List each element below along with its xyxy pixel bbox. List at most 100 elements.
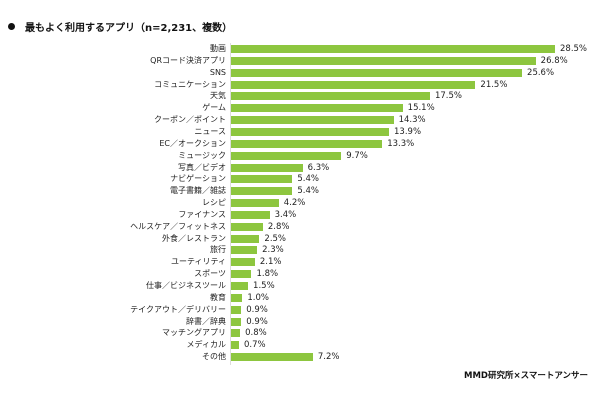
bar bbox=[231, 116, 394, 125]
category-label: メディカル bbox=[186, 340, 226, 350]
bar bbox=[231, 293, 243, 302]
bar-row: ミュージック 9.7% bbox=[0, 150, 600, 162]
category-label: ファイナンス bbox=[178, 209, 226, 219]
category-label: 仕事／ビジネスツール bbox=[146, 281, 226, 290]
bar-row: 天気 17.5% bbox=[0, 90, 600, 102]
value-label: 2.5% bbox=[264, 233, 287, 244]
value-label: 26.8% bbox=[540, 55, 568, 66]
value-label: 0.7% bbox=[243, 340, 266, 351]
bar-row: 仕事／ビジネスツール 1.5% bbox=[0, 280, 600, 292]
bar bbox=[231, 56, 536, 65]
value-label: 4.2% bbox=[283, 198, 306, 209]
category-label: ヘルスケア／フィットネス bbox=[130, 221, 226, 231]
category-label: 写真／ビデオ bbox=[178, 162, 226, 172]
bar bbox=[231, 246, 258, 255]
bar-row: メディカル 0.7% bbox=[0, 339, 600, 351]
value-label: 1.0% bbox=[247, 292, 269, 303]
category-label: 外食／レストラン bbox=[162, 233, 226, 243]
bar-row: その他 7.2% bbox=[0, 351, 600, 363]
category-label: その他 bbox=[202, 352, 226, 362]
bar bbox=[231, 222, 263, 231]
bar-row: ナビゲーション 5.4% bbox=[0, 173, 600, 185]
category-label: EC／オークション bbox=[159, 138, 226, 148]
category-label: コミュニケーション bbox=[154, 79, 226, 89]
bar-row: ニュース 13.9% bbox=[0, 126, 600, 138]
value-label: 3.4% bbox=[274, 209, 297, 220]
bar bbox=[231, 282, 249, 290]
value-label: 1.8% bbox=[256, 269, 279, 280]
category-label: 電子書籍／雑誌 bbox=[170, 186, 226, 196]
bar bbox=[231, 317, 242, 326]
value-label: 5.4% bbox=[297, 186, 319, 197]
bar bbox=[231, 151, 342, 160]
bar bbox=[231, 104, 403, 113]
value-label: 15.1% bbox=[407, 103, 435, 114]
bar-row: レシピ 4.2% bbox=[0, 197, 600, 209]
bar bbox=[231, 68, 523, 77]
bar bbox=[231, 80, 476, 89]
bar bbox=[231, 175, 293, 184]
bar bbox=[231, 305, 242, 314]
value-label: 7.2% bbox=[317, 352, 340, 363]
bar-row: 教育 1.0% bbox=[0, 292, 600, 304]
category-label: レシピ bbox=[202, 198, 226, 208]
bar-row: 動画 28.5% bbox=[0, 43, 600, 55]
bar-row: ファイナンス 3.4% bbox=[0, 209, 600, 221]
bar bbox=[231, 353, 313, 362]
chart-title: 最もよく利用するアプリ（n=2,231、複数） bbox=[8, 19, 232, 34]
value-label: 2.1% bbox=[259, 257, 282, 268]
bar bbox=[231, 187, 293, 196]
value-label: 9.7% bbox=[346, 150, 368, 161]
bar-row: 写真／ビデオ 6.3% bbox=[0, 162, 600, 174]
value-label: 25.6% bbox=[527, 67, 555, 78]
category-label: 動画 bbox=[210, 44, 226, 53]
bar bbox=[231, 139, 383, 148]
category-label: ミュージック bbox=[178, 150, 226, 160]
bar bbox=[231, 127, 390, 136]
category-label: 天気 bbox=[210, 91, 226, 101]
category-label: テイクアウト／デリバリー bbox=[130, 304, 226, 314]
value-label: 13.9% bbox=[394, 126, 422, 137]
bar bbox=[231, 163, 303, 172]
category-label: SNS bbox=[209, 67, 226, 77]
bar-row: コミュニケーション 21.5% bbox=[0, 79, 600, 91]
value-label: 2.8% bbox=[267, 221, 290, 232]
chart-title-text: 最もよく利用するアプリ（n=2,231、複数） bbox=[25, 23, 233, 34]
bar bbox=[231, 329, 241, 338]
source-credit: MMD研究所×スマートアンサー bbox=[463, 371, 588, 381]
value-label: 2.3% bbox=[262, 245, 284, 256]
category-label: ナビゲーション bbox=[170, 174, 226, 184]
value-label: 21.5% bbox=[480, 79, 508, 90]
bar-row: ゲーム 15.1% bbox=[0, 102, 600, 114]
category-label: ニュース bbox=[194, 126, 226, 136]
bar-row: テイクアウト／デリバリー 0.9% bbox=[0, 304, 600, 316]
category-label: QRコード決済アプリ bbox=[150, 55, 226, 65]
bar bbox=[231, 234, 260, 243]
category-label: マッチングアプリ bbox=[162, 328, 226, 338]
category-label: 辞書／辞典 bbox=[186, 316, 226, 326]
bar-row: ヘルスケア／フィットネス 2.8% bbox=[0, 221, 600, 233]
bar-row: QRコード決済アプリ 26.8% bbox=[0, 55, 600, 67]
y-axis-line bbox=[230, 43, 231, 365]
bullet-icon bbox=[8, 23, 15, 30]
bar bbox=[231, 199, 279, 208]
bar-row: ユーティリティ 2.1% bbox=[0, 256, 600, 268]
value-label: 0.9% bbox=[246, 304, 268, 315]
value-label: 0.8% bbox=[245, 328, 267, 339]
bar bbox=[231, 270, 252, 279]
bar-row: SNS 25.6% bbox=[0, 67, 600, 79]
bar bbox=[231, 210, 270, 219]
bar-row: 電子書籍／雑誌 5.4% bbox=[0, 185, 600, 197]
category-label: ゲーム bbox=[202, 103, 226, 113]
category-label: ユーティリティ bbox=[170, 257, 226, 267]
category-label: クーポン／ポイント bbox=[154, 115, 226, 125]
bar bbox=[231, 45, 555, 53]
value-label: 17.5% bbox=[434, 91, 462, 102]
value-label: 14.3% bbox=[398, 115, 426, 126]
value-label: 28.5% bbox=[560, 44, 588, 54]
value-label: 5.4% bbox=[297, 174, 319, 185]
bar bbox=[231, 341, 239, 350]
bar-row: 外食／レストラン 2.5% bbox=[0, 233, 600, 245]
value-label: 0.9% bbox=[246, 316, 268, 327]
